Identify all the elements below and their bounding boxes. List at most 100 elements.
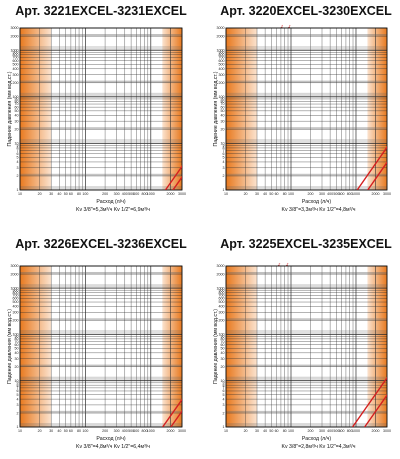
y-tick-label: 2 [17,411,19,415]
y-tick-label: 80 [221,100,225,104]
y-tick-label: 7 [17,386,19,390]
low-flow-zone [226,266,258,427]
x-tick-label: 20 [38,429,42,433]
x-tick-label: 20 [244,429,248,433]
x-tick-label: 80 [77,192,81,196]
x-tick-label: 500 [128,192,134,196]
y-tick-label: 60 [15,105,19,109]
x-axis-label: Расход (л/ч) [96,199,125,205]
x-tick-label: 100 [82,429,88,433]
y-tick-label: 8 [17,383,19,387]
y-tick-label: 10 [15,379,19,383]
y-tick-label: 500 [13,300,19,304]
plot-frame [19,27,183,191]
y-tick-label: 30 [221,119,225,123]
y-tick-label: 70 [221,102,225,106]
x-tick-label: 200 [102,429,108,433]
kv-values: Kv 3/8"=2,8м³/ч Kv 1/2"=4,3м³/ч [282,444,356,450]
y-tick-label: 3000 [11,264,19,268]
x-tick-label: 40 [57,429,61,433]
y-tick-label: 2 [223,174,225,178]
x-tick-label: 400 [327,429,333,433]
x-tick-label: 100 [82,192,88,196]
y-tick-label: 200 [219,319,225,323]
y-tick-label: 500 [219,62,225,66]
y-tick-label: 1000 [217,48,225,52]
x-tick-label: 400 [122,192,128,196]
x-tick-label: 200 [308,192,314,196]
x-axis-label: Расход (л/ч) [302,199,331,205]
y-tick-label: 900 [219,51,225,55]
y-tick-label: 40 [221,114,225,118]
x-tick-label: 50 [269,192,273,196]
x-axis-label: Расход (л/ч) [302,436,331,442]
y-tick-label: 5 [17,393,19,397]
y-tick-label: 1 [17,188,19,192]
series-line-3-8 [351,376,387,427]
x-tick-label: 500 [333,192,339,196]
y-tick-label: 400 [219,305,225,309]
y-tick-label: 2 [223,411,225,415]
y-tick-label: 2000 [217,34,225,38]
y-axis-label: Падение давления (мм вод.ст.) [7,71,13,146]
y-tick-label: 3 [17,166,19,170]
x-tick-label: 50 [64,429,68,433]
high-flow-zone [162,28,182,190]
x-tick-label: 2000 [372,429,380,433]
x-tick-label: 50 [269,429,273,433]
y-tick-label: 7 [223,149,225,153]
chart-title: Арт. 3225EXCEL-3235EXCEL [220,237,392,251]
x-tick-label: 500 [128,429,134,433]
y-tick-label: 6 [223,389,225,393]
x-tick-label: 800 [347,429,353,433]
y-tick-label: 10 [15,142,19,146]
x-tick-label: 600 [339,192,345,196]
y-tick-label: 800 [219,53,225,57]
y-tick-label: 60 [221,343,225,347]
y-tick-label: 700 [219,293,225,297]
y-tick-label: 40 [15,114,19,118]
y-tick-label: 200 [13,81,19,85]
x-tick-label: 80 [283,192,287,196]
y-tick-label: 50 [15,109,19,113]
x-tick-label: 2000 [166,429,174,433]
x-tick-label: 40 [263,429,267,433]
y-tick-label: 300 [219,311,225,315]
y-tick-label: 70 [15,102,19,106]
x-tick-label: 1000 [147,192,155,196]
y-tick-label: 1 [17,425,19,429]
y-tick-label: 3000 [217,26,225,30]
plot-frame [225,265,388,428]
x-tick-label: 20 [244,192,248,196]
kv-values: Kv 3/8"=5,3м³/ч Kv 1/2"=6,9м³/ч [76,207,150,213]
x-tick-label: 60 [275,429,279,433]
chart-title: Арт. 3226EXCEL-3236EXCEL [15,237,187,251]
x-tick-label: 40 [263,192,267,196]
y-tick-label: 70 [15,340,19,344]
low-flow-zone [20,28,52,190]
y-grid [226,27,387,191]
x-tick-label: 80 [77,429,81,433]
x-tick-label: 200 [308,429,314,433]
y-tick-label: 60 [15,343,19,347]
high-flow-zone [367,28,387,190]
x-tick-label: 80 [283,429,287,433]
x-tick-label: 1000 [352,429,360,433]
y-tick-label: 500 [13,62,19,66]
y-tick-label: 50 [15,347,19,351]
y-tick-label: 20 [15,128,19,132]
x-tick-label: 300 [114,192,120,196]
x-tick-label: 30 [255,192,259,196]
x-tick-label: 10 [18,429,22,433]
x-tick-label: 30 [255,429,259,433]
x-tick-label: 500 [333,429,339,433]
x-tick-label: 2000 [372,192,380,196]
y-tick-label: 2000 [11,272,19,276]
y-tick-label: 30 [15,119,19,123]
x-tick-label: 400 [327,192,333,196]
y-tick-label: 900 [13,51,19,55]
high-flow-zone [162,266,182,427]
y-tick-label: 5 [223,393,225,397]
